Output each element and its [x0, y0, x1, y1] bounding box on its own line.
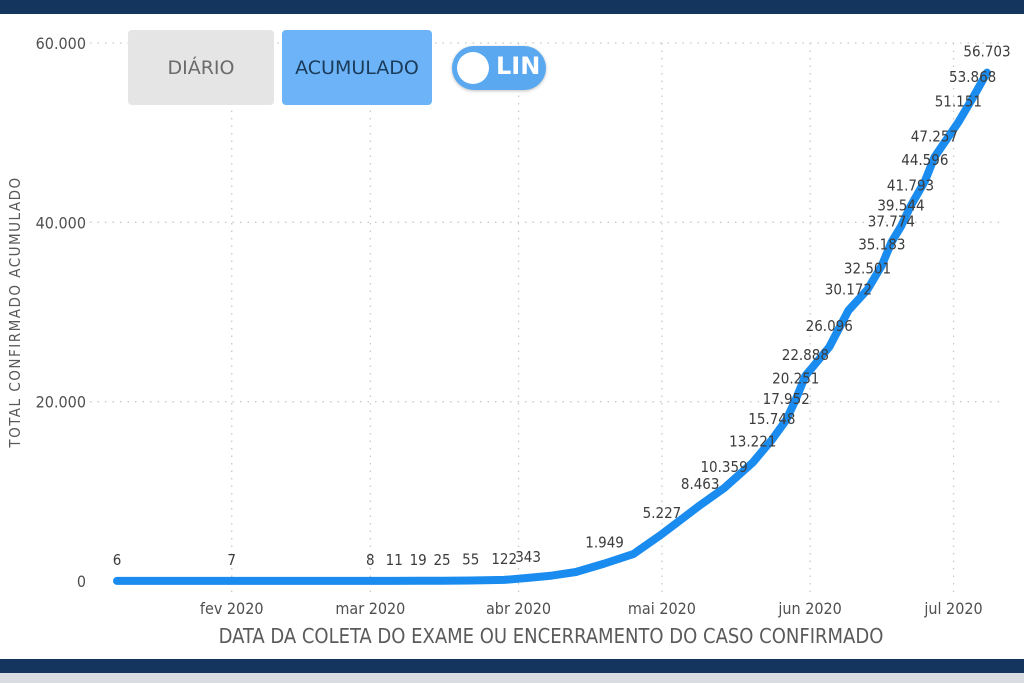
- data-label: 7: [227, 551, 236, 569]
- data-label: 39.544: [877, 196, 924, 214]
- data-label: 343: [515, 548, 541, 566]
- data-label: 22.888: [782, 346, 829, 364]
- data-label: 5.227: [643, 504, 682, 522]
- data-label: 47.257: [911, 127, 958, 145]
- toggle-knob: [457, 52, 489, 84]
- data-label: 6: [113, 551, 122, 569]
- daily-view-button[interactable]: DIÁRIO: [128, 30, 274, 105]
- bottom-frame-bar: [0, 659, 1024, 673]
- data-label: 51.151: [935, 92, 982, 110]
- series-layer: [113, 68, 991, 585]
- y-axis-title: TOTAL CONFIRMADO ACUMULADO: [6, 176, 24, 448]
- data-label: 55: [462, 551, 479, 569]
- data-label: 56.703: [963, 43, 1010, 61]
- data-label: 26.096: [806, 317, 853, 335]
- y-tick-label: 40.000: [36, 213, 86, 232]
- data-label: 32.501: [844, 260, 891, 278]
- x-tick-label: abr 2020: [486, 599, 551, 618]
- x-tick-label: mar 2020: [335, 599, 405, 618]
- data-label: 8: [366, 551, 375, 569]
- data-label: 53.868: [949, 68, 996, 86]
- data-label: 19: [410, 551, 427, 569]
- data-label: 30.172: [825, 280, 872, 298]
- cumulative-view-button[interactable]: ACUMULADO: [282, 30, 432, 105]
- data-label: 20.251: [772, 369, 819, 387]
- scale-toggle-label: LIN: [496, 52, 541, 80]
- data-label: 8.463: [681, 475, 720, 493]
- linear-scale-toggle[interactable]: LIN: [452, 46, 546, 90]
- data-label: 13.221: [729, 432, 776, 450]
- data-label: 11: [386, 551, 403, 569]
- y-tick-label: 20.000: [36, 393, 86, 412]
- axes: 0 20.000 40.000 60.000 fev 2020 mar 2020 abr 2…: [36, 34, 983, 618]
- cumulative-series-line: [113, 68, 991, 585]
- y-tick-label: 60.000: [36, 34, 86, 53]
- gridlines: [90, 42, 1003, 595]
- x-tick-label: fev 2020: [200, 599, 264, 618]
- data-label: 44.596: [901, 151, 948, 169]
- data-label: 41.793: [887, 176, 934, 194]
- data-label: 122: [491, 550, 517, 568]
- y-tick-label: 0: [77, 572, 86, 591]
- data-label: 25: [433, 551, 450, 569]
- x-axis-title: DATA DA COLETA DO EXAME OU ENCERRAMENTO …: [219, 624, 884, 648]
- data-label: 1.949: [585, 534, 624, 552]
- x-tick-label: mai 2020: [628, 599, 696, 618]
- data-label: 10.359: [700, 458, 747, 476]
- data-label: 35.183: [858, 236, 905, 254]
- x-tick-label: jun 2020: [777, 599, 841, 618]
- data-label: 37.774: [868, 212, 915, 230]
- x-tick-label: jul 2020: [923, 599, 982, 618]
- data-label: 15.748: [748, 410, 795, 428]
- data-label: 17.952: [763, 390, 810, 408]
- top-frame-bar: [0, 0, 1024, 14]
